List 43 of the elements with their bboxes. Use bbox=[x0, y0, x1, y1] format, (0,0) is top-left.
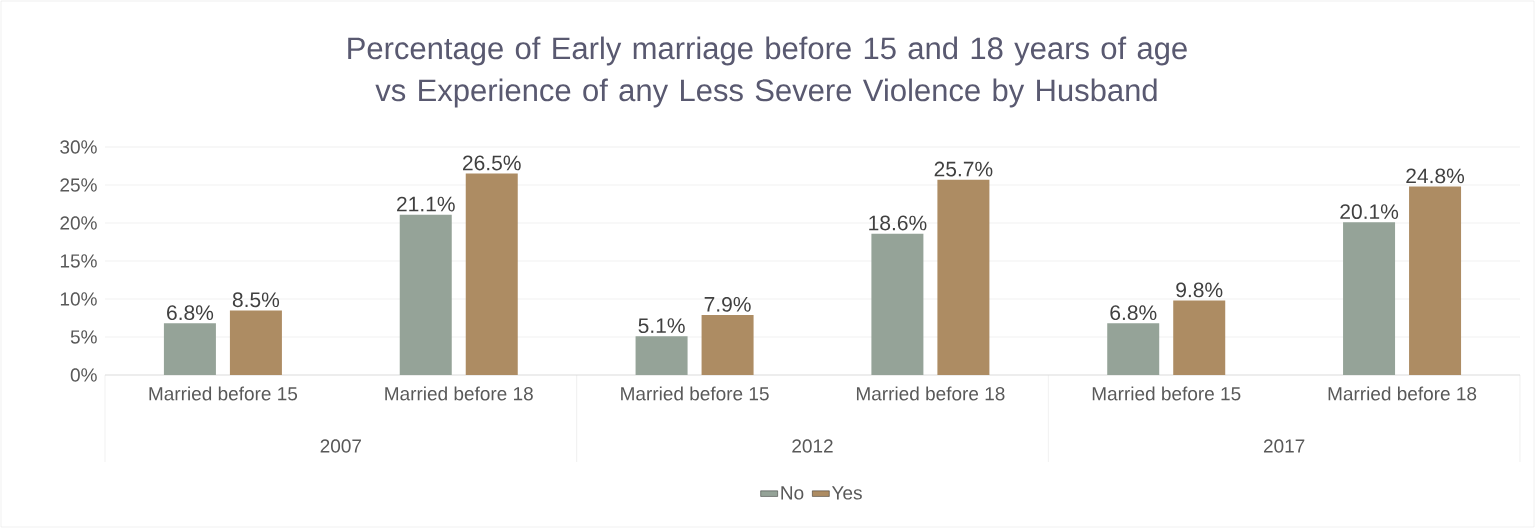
x-tick-label: Married before 18 bbox=[385, 386, 533, 401]
data-label: 6.8% bbox=[1110, 305, 1157, 321]
legend-label: Yes bbox=[831, 486, 862, 500]
text: 2012 bbox=[792, 439, 833, 453]
text: 2017 bbox=[1263, 439, 1305, 453]
data-label: 9.8% bbox=[1176, 282, 1223, 298]
bar bbox=[635, 336, 688, 375]
chart-title: Percentage of Early marriage before 15 and 18 years of age vs Experience of any Less Severe Violence by Husband bbox=[348, 36, 1187, 108]
data-label: 21.1% bbox=[397, 196, 455, 212]
y-tick-label: 25% bbox=[60, 178, 97, 192]
data-label: 5.1% bbox=[638, 318, 685, 334]
bar bbox=[1409, 186, 1462, 375]
text: 2007 bbox=[320, 439, 361, 453]
data-label: 26.5% bbox=[463, 155, 521, 171]
bar bbox=[1173, 300, 1226, 375]
y-tick-label: 30% bbox=[60, 140, 97, 154]
x-tick-label: Married before 15 bbox=[149, 386, 298, 401]
data-label: 6.8% bbox=[167, 305, 214, 321]
bar bbox=[1107, 323, 1160, 375]
y-tick-label: 20% bbox=[60, 216, 97, 230]
bar bbox=[163, 323, 216, 375]
data-label: 18.6% bbox=[869, 215, 927, 231]
y-tick-label: 0% bbox=[70, 368, 97, 382]
data-label: 20.1% bbox=[1340, 204, 1399, 220]
data-label: 7.9% bbox=[704, 296, 751, 312]
bar bbox=[399, 214, 452, 375]
x-tick-label: Married before 18 bbox=[856, 386, 1005, 401]
bar bbox=[871, 233, 924, 375]
x-tick-label: Married before 15 bbox=[1092, 386, 1241, 401]
y-tick-label: 15% bbox=[60, 254, 97, 268]
data-label: 25.7% bbox=[934, 161, 993, 177]
x-tick-label: Married before 18 bbox=[1328, 386, 1477, 401]
data-label: 8.5% bbox=[232, 292, 280, 308]
bar bbox=[937, 179, 990, 375]
bar bbox=[1343, 222, 1396, 375]
y-tick-label: 5% bbox=[70, 330, 97, 344]
y-tick-label: 10% bbox=[60, 292, 97, 306]
bar bbox=[229, 310, 282, 375]
x-tick-label: Married before 15 bbox=[621, 386, 769, 401]
data-label: 24.8% bbox=[1406, 168, 1465, 184]
bar bbox=[701, 314, 754, 375]
legend-label: No bbox=[781, 486, 804, 500]
bar bbox=[465, 173, 518, 375]
